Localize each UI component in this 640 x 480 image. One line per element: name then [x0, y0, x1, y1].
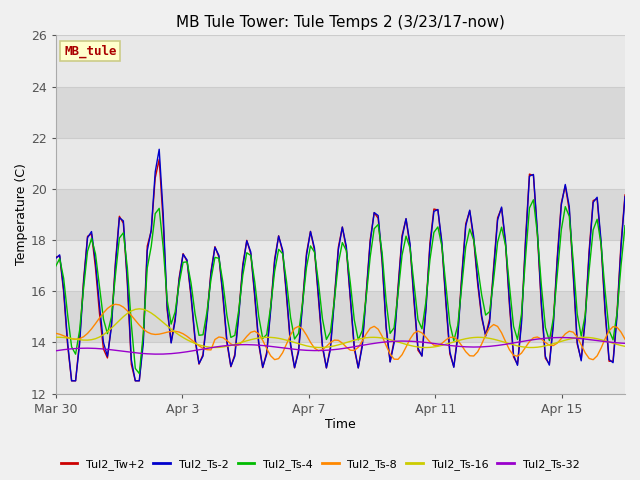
Bar	[56, 36, 625, 86]
Text: MB_tule: MB_tule	[64, 44, 116, 58]
Bar	[56, 240, 625, 291]
Legend: Tul2_Tw+2, Tul2_Ts-2, Tul2_Ts-4, Tul2_Ts-8, Tul2_Ts-16, Tul2_Ts-32: Tul2_Tw+2, Tul2_Ts-2, Tul2_Ts-4, Tul2_Ts…	[56, 455, 584, 474]
Bar	[56, 189, 625, 240]
X-axis label: Time: Time	[325, 419, 356, 432]
Title: MB Tule Tower: Tule Temps 2 (3/23/17-now): MB Tule Tower: Tule Temps 2 (3/23/17-now…	[176, 15, 505, 30]
Bar	[56, 138, 625, 189]
Bar	[56, 86, 625, 138]
Y-axis label: Temperature (C): Temperature (C)	[15, 164, 28, 265]
Bar	[56, 342, 625, 394]
Bar	[56, 291, 625, 342]
